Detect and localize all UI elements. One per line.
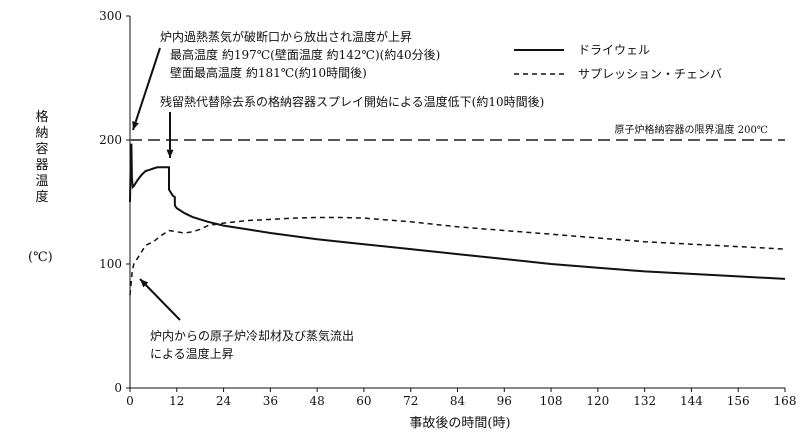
x-axis-label: 事故後の時間(時) [409, 416, 510, 431]
y-tick-label: 100 [99, 257, 122, 271]
annotation-note2: 残留熱代替除去系の格納容器スプレイ開始による温度低下(約10時間後) [160, 94, 544, 109]
x-tick-label: 156 [727, 394, 750, 408]
x-tick-label: 36 [263, 394, 278, 408]
x-tick-label: 96 [497, 394, 512, 408]
y-axis-unit: (℃) [28, 250, 53, 265]
annotation-note1-line3: 壁面最高温度 約181℃(約10時間後) [170, 65, 367, 80]
annotation-note1-line1: 炉内過熱蒸気が破断口から放出され温度が上昇 [160, 29, 412, 44]
series-lines [129, 143, 786, 296]
y-tick-label: 300 [99, 9, 122, 23]
y-tick-label: 200 [99, 133, 122, 147]
annotation-arrow-1-head [132, 121, 139, 130]
annotation-note3-line2: による温度上昇 [150, 346, 234, 361]
x-tick-label: 24 [216, 394, 232, 408]
x-tick-label: 120 [586, 394, 609, 408]
x-tick-label: 168 [774, 394, 797, 408]
x-tick-label: 60 [356, 394, 371, 408]
annotation-arrow-3-head [140, 279, 149, 288]
legend-label: ドライウェル [578, 43, 650, 57]
x-tick-label: 48 [310, 394, 325, 408]
x-tick-label: 84 [450, 394, 466, 408]
y-axis-label: 格納容器温度 [35, 110, 49, 205]
annotation-arrow-3 [139, 278, 181, 321]
tick-labels: 0 12 24 36 48 60 72 84 96 108 120 132 144 156 168 0 100 2… [99, 9, 796, 408]
annotation-note3-line1: 炉内からの原子炉冷却材及び蒸気流出 [150, 328, 354, 343]
x-tick-label: 72 [403, 394, 418, 408]
x-tick-label: 108 [540, 394, 563, 408]
limit-temperature-label: 原子炉格納容器の限界温度 200℃ [615, 123, 768, 136]
annotation-arrow-1 [132, 47, 161, 131]
reference-line-group: 原子炉格納容器の限界温度 200℃ [130, 123, 785, 141]
y-tick-label: 0 [114, 381, 122, 395]
x-tick-label: 132 [633, 394, 656, 408]
annotation-note1-line2: 最高温度 約197℃(壁面温度 約142℃)(約40分後) [170, 47, 440, 62]
x-tick-label: 0 [126, 394, 134, 408]
series-line-suppression-chamber [129, 216, 786, 296]
x-tick-label: 144 [680, 394, 703, 408]
legend-label: サプレッション・チェンバ [578, 67, 722, 81]
x-tick-label: 12 [169, 394, 184, 408]
annotation-arrow-2-head [166, 149, 174, 158]
series-line-drywell [129, 143, 786, 280]
